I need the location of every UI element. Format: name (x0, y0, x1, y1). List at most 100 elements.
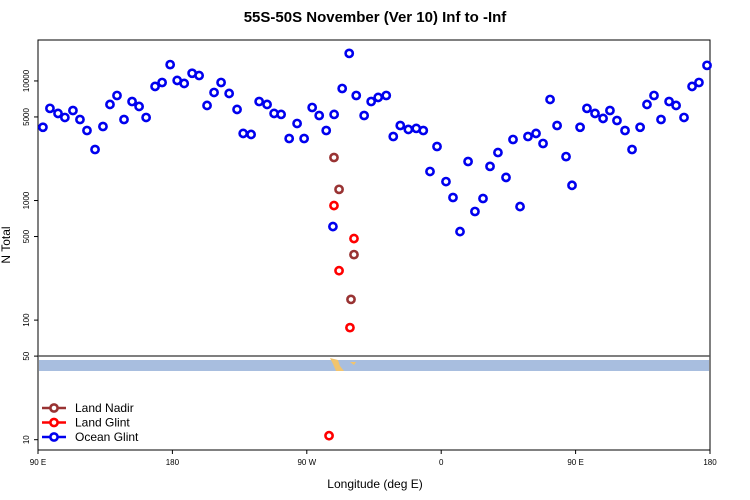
data-point (68, 105, 78, 116)
data-point (642, 99, 652, 110)
x-tick-label: 180 (703, 458, 717, 467)
data-point (292, 118, 302, 129)
data-point (329, 152, 339, 163)
legend-label: Ocean Glint (75, 430, 139, 444)
x-tick-label: 0 (439, 458, 444, 467)
data-point (314, 110, 325, 121)
data-point (299, 133, 310, 144)
data-point (575, 122, 585, 133)
data-point (345, 322, 355, 333)
data-point (329, 109, 340, 120)
data-point (485, 161, 495, 172)
data-point (179, 78, 190, 89)
data-point (432, 141, 442, 152)
data-point (515, 201, 525, 212)
data-point (582, 103, 592, 114)
data-point (119, 114, 129, 125)
data-point (478, 193, 488, 204)
data-point (545, 94, 555, 105)
map-land (330, 358, 356, 371)
data-point (425, 166, 435, 177)
data-point (238, 128, 249, 139)
data-point (141, 112, 152, 123)
data-point (649, 90, 659, 101)
data-point (329, 200, 339, 211)
data-point (194, 70, 205, 81)
data-point (403, 124, 414, 135)
data-point (334, 265, 344, 276)
legend-marker (49, 417, 59, 428)
data-point (98, 121, 108, 132)
data-point (134, 101, 144, 112)
data-point (664, 96, 674, 107)
data-point (324, 430, 334, 441)
data-point (523, 131, 533, 142)
data-point (612, 115, 622, 126)
data-point (53, 108, 63, 119)
x-tick-label: 90 E (567, 458, 583, 467)
data-point (702, 60, 712, 71)
data-point (694, 77, 704, 88)
data-point (455, 226, 465, 237)
data-point (344, 48, 355, 59)
x-tick-label: 90 W (297, 458, 316, 467)
data-point (470, 206, 480, 217)
x-axis-label: Longitude (deg E) (327, 477, 422, 491)
legend-label: Land Glint (75, 416, 130, 430)
data-point (656, 114, 666, 125)
data-point (127, 96, 137, 107)
y-tick-label: 100 (22, 313, 31, 327)
data-point (349, 233, 359, 244)
data-point (321, 125, 332, 136)
data-point (105, 99, 115, 110)
legend-marker (49, 403, 59, 413)
data-point (232, 104, 242, 115)
data-point (82, 125, 92, 136)
x-tick-label: 180 (166, 458, 180, 467)
x-tick-label: 90 E (30, 458, 46, 467)
plot-frame (37, 39, 711, 451)
data-point (388, 131, 399, 142)
y-tick-label: 1000 (22, 191, 31, 209)
y-tick-label: 10 (22, 435, 31, 444)
data-point (366, 96, 377, 107)
data-point (501, 172, 511, 183)
data-point (307, 102, 318, 113)
data-point (328, 221, 338, 232)
data-point (209, 87, 219, 98)
data-point (216, 77, 226, 88)
y-tick-label: 10000 (22, 69, 31, 92)
data-point (567, 180, 577, 191)
data-point (448, 192, 458, 203)
data-point (246, 129, 256, 140)
data-point (38, 122, 48, 133)
data-point (493, 147, 503, 158)
data-point (337, 83, 348, 94)
data-point (679, 112, 689, 123)
y-tick-label: 50 (22, 351, 31, 360)
data-point (508, 134, 518, 145)
legend-marker (49, 432, 59, 442)
data-point (75, 114, 85, 125)
y-tick-label: 500 (22, 229, 31, 243)
data-point (687, 81, 697, 92)
data-point (359, 110, 370, 121)
data-point (590, 108, 600, 119)
data-point (254, 96, 265, 107)
data-point (627, 144, 637, 155)
data-point (157, 77, 167, 88)
data-point (349, 249, 359, 260)
y-axis-label: N Total (0, 226, 13, 263)
data-point (346, 294, 356, 305)
data-point (276, 109, 287, 120)
data-point (45, 103, 55, 114)
data-point (635, 122, 646, 133)
data-point (381, 90, 392, 101)
data-point (561, 151, 571, 162)
data-point (671, 100, 682, 111)
chart-title: 55S-50S November (Ver 10) Inf to -Inf (244, 9, 508, 26)
data-point (202, 100, 212, 111)
data-point (224, 88, 235, 99)
data-point (418, 125, 429, 136)
data-point (605, 105, 615, 116)
